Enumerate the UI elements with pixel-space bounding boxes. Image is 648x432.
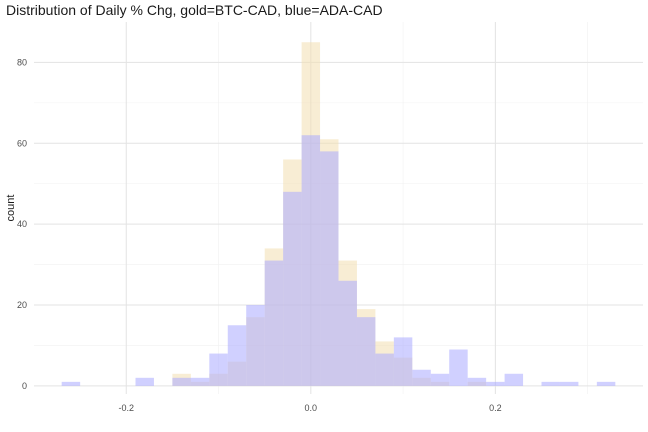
histogram-bar-ada-cad bbox=[246, 305, 265, 386]
y-tick-label: 60 bbox=[17, 138, 27, 148]
axis-labels: -0.2 0.0 0.2 0 20 40 60 80 count bbox=[5, 57, 502, 413]
histogram-bar-ada-cad bbox=[283, 191, 302, 386]
histogram-bar-ada-cad bbox=[172, 377, 191, 386]
histogram-bar-ada-cad bbox=[449, 349, 468, 386]
y-tick-label: 80 bbox=[17, 57, 27, 67]
histogram-bar-ada-cad bbox=[356, 317, 376, 386]
histogram-bars bbox=[61, 42, 616, 386]
histogram-bar-ada-cad bbox=[301, 135, 321, 386]
y-tick-label: 20 bbox=[17, 300, 27, 310]
histogram-bar-ada-cad bbox=[135, 377, 154, 386]
histogram-bar-ada-cad bbox=[320, 151, 339, 386]
histogram-bar-ada-cad bbox=[375, 353, 394, 386]
histogram-bar-ada-cad bbox=[467, 377, 487, 386]
histogram-bar-ada-cad bbox=[504, 373, 524, 386]
histogram-bar-ada-cad bbox=[61, 381, 81, 386]
histogram-bar-ada-cad bbox=[596, 381, 616, 386]
x-tick-label: 0.2 bbox=[489, 403, 502, 413]
y-tick-label: 0 bbox=[22, 381, 27, 391]
histogram-bar-ada-cad bbox=[430, 373, 450, 386]
x-tick-label: -0.2 bbox=[119, 403, 135, 413]
histogram-bar-ada-cad bbox=[209, 353, 228, 386]
histogram-bar-ada-cad bbox=[264, 260, 284, 386]
histogram-bar-ada-cad bbox=[190, 377, 210, 386]
y-axis-title: count bbox=[5, 195, 17, 222]
histogram-bar-ada-cad bbox=[393, 337, 413, 386]
y-tick-label: 40 bbox=[17, 219, 27, 229]
histogram-bar-ada-cad bbox=[486, 381, 505, 386]
x-tick-label: 0.0 bbox=[305, 403, 318, 413]
histogram-bar-ada-cad bbox=[559, 381, 579, 386]
histogram-bar-ada-cad bbox=[541, 381, 560, 386]
chart-title: Distribution of Daily % Chg, gold=BTC-CA… bbox=[6, 2, 383, 18]
histogram-bar-ada-cad bbox=[412, 369, 431, 386]
histogram-bar-ada-cad bbox=[227, 325, 247, 386]
histogram-bar-ada-cad bbox=[338, 280, 357, 386]
